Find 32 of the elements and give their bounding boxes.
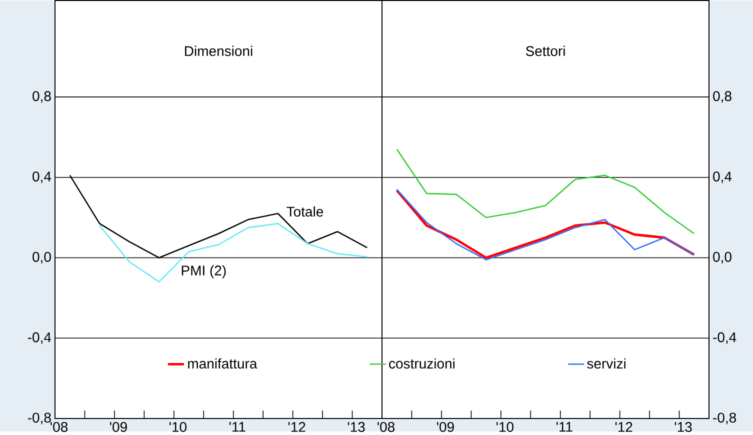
series-label: PMI (2) — [182, 265, 226, 278]
line-series — [98, 222, 368, 282]
y-tick-label: 0,0 — [713, 252, 732, 264]
legend-label: costruzioni — [389, 358, 454, 368]
x-tick-label: '12 — [288, 422, 306, 432]
x-tick-label: '13 — [674, 422, 692, 432]
x-tick-label: '09 — [110, 422, 127, 432]
x-tick-label: '10 — [496, 422, 514, 432]
y-tick-label: -0,4 — [713, 332, 736, 344]
y-tick-label: -0,8 — [713, 412, 736, 424]
x-tick-label: '08 — [50, 422, 68, 432]
legend-label: manifattura — [188, 358, 258, 368]
x-tick-label: '10 — [169, 422, 186, 432]
x-tick-label: '08 — [378, 422, 395, 432]
y-tick-label: 0,4 — [32, 171, 52, 183]
line-series — [69, 174, 368, 258]
y-tick-label: -0,8 — [28, 412, 51, 424]
y-tick-label: -0,4 — [28, 332, 52, 344]
x-tick-label: '13 — [348, 422, 365, 432]
x-tick-label: '09 — [437, 422, 454, 432]
x-tick-label: '12 — [615, 422, 632, 432]
line-series — [396, 148, 695, 234]
series-label: Totale — [286, 206, 324, 217]
x-tick-label: '11 — [229, 422, 246, 432]
y-tick-label: 0,8 — [32, 91, 51, 103]
text: Dimensioni — [185, 46, 252, 56]
legend-label: servizi — [587, 358, 626, 368]
y-tick-label: 0,4 — [713, 171, 732, 183]
y-tick-label: 0,8 — [713, 91, 732, 103]
text: Settori — [526, 46, 565, 56]
y-tick-label: 0,0 — [32, 252, 51, 264]
x-tick-label: '11 — [556, 422, 572, 432]
